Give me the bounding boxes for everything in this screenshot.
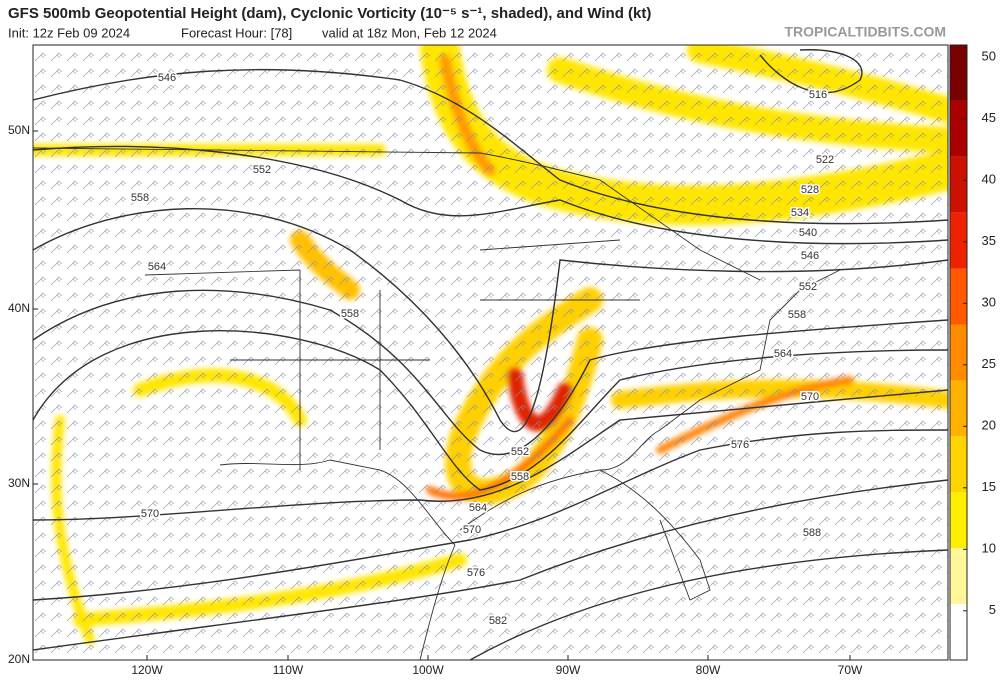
forecast-hour: Forecast Hour: [78] <box>181 25 292 40</box>
contour-label: 558 <box>341 308 359 320</box>
lon-label: 90W <box>556 663 581 677</box>
colorbar-cell <box>950 492 967 549</box>
contour-label: 522 <box>816 154 834 166</box>
contour-label: 564 <box>774 348 792 360</box>
init: Init: 12z Feb 09 2024 <box>8 25 130 40</box>
contour-label: 540 <box>799 227 817 239</box>
contour-label: 570 <box>141 508 159 520</box>
colorbar-label: 20 <box>982 418 996 433</box>
colorbar-cell <box>950 268 967 325</box>
colorbar: 5 10 15 20 25 30 35 40 45 50 <box>949 44 996 661</box>
colorbar-label: 45 <box>982 110 996 125</box>
colorbar-cell <box>950 100 967 157</box>
contour-label: 570 <box>463 524 481 536</box>
contour-label: 552 <box>799 281 817 293</box>
valid-time: valid at 18z Mon, Feb 12 2024 <box>322 25 497 40</box>
colorbar-label: 50 <box>982 49 996 64</box>
contour-label: 564 <box>148 261 166 273</box>
colorbar-cell <box>950 436 967 493</box>
map-frame <box>32 44 949 661</box>
title: GFS 500mb Geopotential Height (dam), Cyc… <box>8 5 651 22</box>
contour-label: 558 <box>131 192 149 204</box>
lon-label: 100W <box>412 663 444 677</box>
contour-label: 534 <box>791 207 809 219</box>
colorbar-cell <box>950 604 967 660</box>
colorbar-label: 10 <box>982 541 996 556</box>
colorbar-cell <box>950 45 967 101</box>
lon-label: 120W <box>131 663 163 677</box>
contour-label: 576 <box>731 439 749 451</box>
contour-label: 564 <box>469 502 487 514</box>
wind-barbs <box>33 45 948 660</box>
colorbar-frame <box>949 44 968 661</box>
contour-label: 576 <box>467 567 485 579</box>
lon-label: 70W <box>838 663 863 677</box>
contour-label: 558 <box>788 309 806 321</box>
axes: 50N 40N 30N 20N 120W 110W 100W 90W 80W 70W <box>8 123 863 677</box>
contour-labels: 546 552 558 564 558 516 522 528 534 540 546 552 558 5… <box>129 70 835 628</box>
contour-label: 528 <box>801 184 819 196</box>
contour-label: 552 <box>253 164 271 176</box>
colorbar-cell <box>950 380 967 437</box>
lat-label: 30N <box>8 476 30 490</box>
colorbar-label: 15 <box>982 479 996 494</box>
contour-label: 588 <box>803 527 821 539</box>
height-contours <box>33 49 948 660</box>
colorbar-cell <box>950 156 967 213</box>
contour-label: 570 <box>801 391 819 403</box>
colorbar-label: 35 <box>982 233 996 248</box>
lat-label: 50N <box>8 123 30 137</box>
borders <box>33 147 841 660</box>
colorbar-label: 40 <box>982 172 996 187</box>
colorbar-cell <box>950 212 967 269</box>
contour-label: 546 <box>801 250 819 262</box>
lat-label: 20N <box>8 652 30 666</box>
colorbar-cell <box>950 548 967 605</box>
credit: TROPICALTIDBITS.COM <box>784 24 946 40</box>
colorbar-cell <box>950 324 967 381</box>
contour-label: 546 <box>158 72 176 84</box>
contour-label: 552 <box>511 446 529 458</box>
colorbar-label: 30 <box>982 295 996 310</box>
lon-label: 110W <box>273 663 304 677</box>
lon-label: 80W <box>696 663 721 677</box>
contour-label: 582 <box>489 615 507 627</box>
contour-label: 558 <box>511 471 529 483</box>
contour-label: 516 <box>809 89 827 101</box>
lat-label: 40N <box>8 301 30 315</box>
map: 546 552 558 564 558 516 522 528 534 540 546 552 558 5… <box>33 45 948 660</box>
colorbar-label: 25 <box>982 356 996 371</box>
colorbar-label: 5 <box>989 602 996 617</box>
